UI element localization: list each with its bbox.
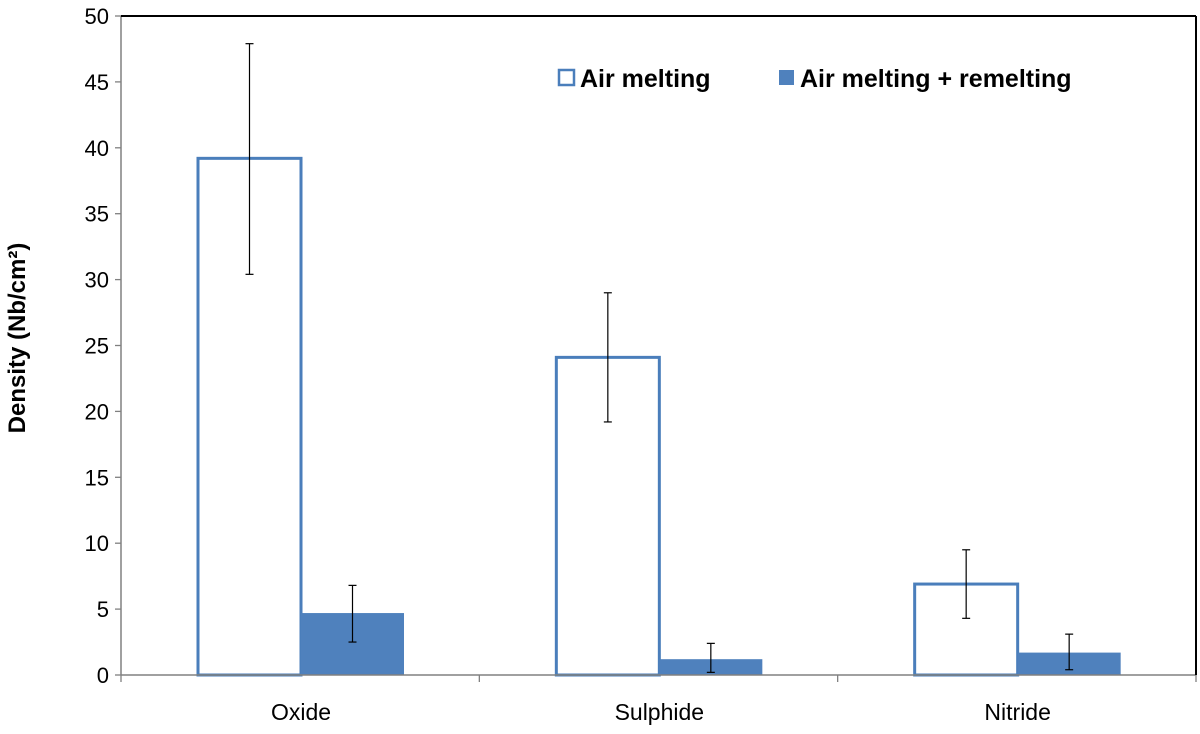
- y-axis-ticks: [115, 15, 121, 676]
- y-tick-label: 40: [85, 136, 109, 161]
- x-category-labels: Oxide Sulphide Nitride: [271, 699, 1051, 725]
- y-axis-title: Density (Nb/cm²): [4, 243, 31, 434]
- y-tick-label: 10: [85, 531, 109, 556]
- y-tick-label: 15: [85, 465, 109, 490]
- error-bars: [245, 43, 1074, 673]
- y-tick-label: 20: [85, 399, 109, 424]
- y-tick-labels: 0 5 10 15 20 25 30 35 40 45 50: [85, 4, 109, 688]
- y-tick-label: 30: [85, 268, 109, 293]
- legend-swatch-air-melting-remelting: [779, 70, 794, 85]
- legend-label-air-melting: Air melting: [580, 65, 711, 93]
- legend: Air melting Air melting + remelting: [557, 65, 1072, 93]
- legend-swatch-air-melting: [557, 68, 576, 87]
- y-tick-label: 35: [85, 202, 109, 227]
- x-category-label: Sulphide: [615, 699, 705, 725]
- legend-label-air-melting-remelting: Air melting + remelting: [800, 65, 1072, 93]
- y-tick-label: 5: [97, 597, 109, 622]
- y-tick-label: 50: [85, 4, 109, 29]
- y-tick-label: 25: [85, 334, 109, 359]
- y-tick-label: 0: [97, 663, 109, 688]
- plot-frame: [120, 15, 1197, 676]
- x-category-label: Oxide: [271, 699, 331, 725]
- x-category-label: Nitride: [984, 699, 1050, 725]
- bars: [196, 156, 1121, 677]
- x-axis-ticks: [120, 675, 1197, 682]
- y-tick-label: 45: [85, 70, 109, 95]
